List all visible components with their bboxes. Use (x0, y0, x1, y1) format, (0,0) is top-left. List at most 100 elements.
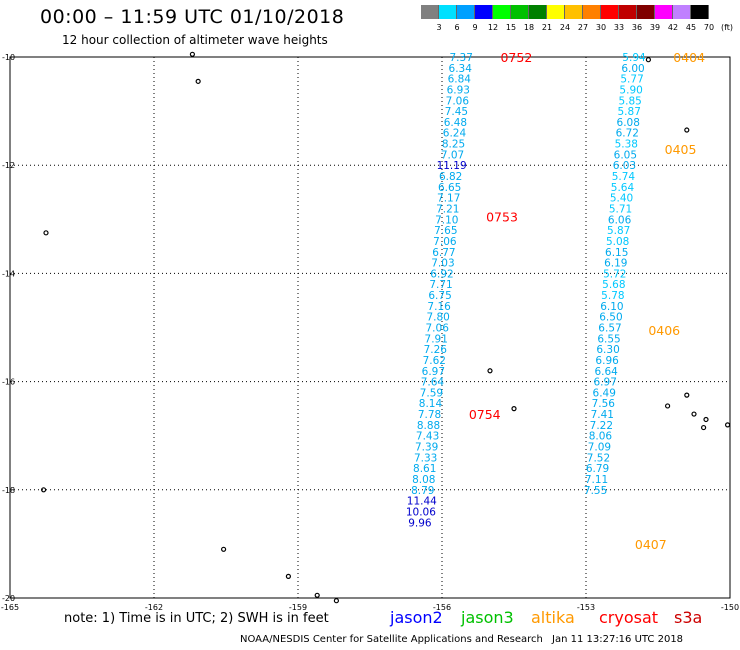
colorbar-swatch (529, 5, 547, 19)
swh-value-label: 11.44 (407, 496, 437, 508)
track-time-label: 0407 (635, 537, 667, 552)
swh-value-label: 7.26 (424, 344, 448, 356)
swh-value-label: 8.08 (412, 474, 435, 486)
swh-value-label: 7.16 (427, 301, 451, 313)
swh-value-label: 7.22 (590, 420, 613, 432)
island-marker (691, 411, 697, 417)
swh-value-label: 5.40 (610, 193, 633, 205)
swh-value-label: 9.96 (408, 517, 432, 529)
swh-value-label: 5.38 (615, 139, 638, 151)
swh-value-label: 7.07 (441, 149, 464, 161)
swh-value-label: 7.64 (421, 377, 445, 389)
swh-value-label: 6.15 (605, 247, 628, 259)
colorbar-label: 45 (685, 23, 697, 32)
swh-value-label: 6.75 (428, 290, 451, 302)
x-tick-label: -165 (1, 603, 19, 612)
swh-value-label: 10.06 (406, 506, 436, 518)
swh-value-label: 7.21 (436, 203, 459, 215)
y-tick-label: -16 (2, 378, 15, 387)
y-tick-label: -12 (2, 161, 15, 170)
swh-value-label: 7.06 (433, 236, 457, 248)
island-marker (195, 78, 201, 84)
colorbar-label: 21 (541, 23, 553, 32)
swh-value-label: 6.57 (598, 323, 621, 335)
swh-value-label: 5.85 (618, 95, 641, 107)
swh-value-label: 6.50 (599, 312, 622, 324)
island-marker (333, 598, 339, 604)
colorbar-label: 24 (559, 23, 571, 32)
swh-value-label: 6.82 (439, 171, 462, 183)
colorbar-label: 33 (613, 23, 625, 32)
swh-value-label: 6.48 (444, 117, 467, 129)
track-time-label: 0405 (665, 142, 697, 157)
swh-value-label: 7.91 (425, 333, 448, 345)
swh-value-label: 6.65 (438, 182, 461, 194)
swh-value-label: 5.90 (619, 84, 642, 96)
swh-value-label: 6.49 (593, 387, 616, 399)
swh-value-label: 7.71 (429, 279, 452, 291)
swh-value-label: 7.78 (418, 409, 441, 421)
swh-value-label: 7.52 (587, 452, 610, 464)
swh-value-label: 8.79 (411, 485, 434, 497)
swh-value-label: 7.39 (415, 442, 438, 454)
colorbar-swatch (421, 5, 439, 19)
legend-s3a: s3a (674, 608, 703, 627)
x-tick-label: -156 (433, 603, 451, 612)
swh-value-label: 6.92 (430, 268, 453, 280)
swh-value-label: 6.72 (616, 128, 639, 140)
island-marker (664, 403, 671, 409)
swh-value-label: 5.71 (609, 203, 632, 215)
swh-value-label: 5.64 (611, 182, 635, 194)
colorbar-swatch (619, 5, 637, 19)
colorbar-label: (ft) (720, 23, 734, 32)
swh-value-label: 7.09 (588, 442, 611, 454)
island-marker (703, 416, 709, 423)
colorbar-label: 42 (667, 23, 679, 32)
island-marker (684, 392, 690, 398)
x-tick-label: -159 (289, 603, 307, 612)
island-marker (221, 546, 227, 552)
colorbar-label: 70 (703, 23, 715, 32)
credit-line: NOAA/NESDIS Center for Satellite Applica… (240, 634, 543, 645)
colorbar-swatch (637, 5, 655, 19)
swh-value-label: 6.84 (448, 74, 472, 86)
swh-value-label: 6.97 (594, 377, 617, 389)
swh-value-label: 11.19 (437, 160, 467, 172)
colorbar-label: 36 (631, 23, 643, 32)
colorbar-swatch (511, 5, 529, 19)
swh-value-label: 7.17 (437, 193, 460, 205)
y-tick-label: -20 (2, 594, 15, 603)
swh-value-label: 7.33 (414, 452, 437, 464)
swh-value-label: 7.43 (416, 431, 439, 443)
swh-value-label: 5.94 (622, 52, 646, 64)
x-tick-label: -150 (721, 603, 739, 612)
island-marker (724, 422, 731, 428)
colorbar-label: 30 (595, 23, 607, 32)
plot-frame (9, 56, 731, 599)
swh-value-label: 7.59 (420, 387, 443, 399)
colorbar-swatch (601, 5, 619, 19)
x-tick-label: -162 (145, 603, 163, 612)
colorbar-swatch (583, 5, 601, 19)
swh-value-label: 7.62 (423, 355, 446, 367)
swh-value-label: 5.08 (606, 236, 629, 248)
chart-subtitle: 12 hour collection of altimeter wave hei… (62, 33, 328, 47)
colorbar-swatch (547, 5, 565, 19)
swh-value-label: 6.10 (600, 301, 623, 313)
x-tick-label: -153 (577, 603, 595, 612)
swh-value-label: 6.19 (604, 258, 627, 270)
swh-value-label: 5.68 (602, 279, 625, 291)
colorbar-swatch (691, 5, 709, 19)
swh-value-label: 6.00 (621, 63, 644, 75)
swh-value-label: 6.55 (597, 333, 620, 345)
colorbar-swatch (565, 5, 583, 19)
chart-note: note: 1) Time is in UTC; 2) SWH is in fe… (64, 611, 329, 626)
swh-value-label: 6.77 (432, 247, 455, 259)
swh-value-label: 6.34 (449, 63, 473, 75)
track-time-label: 0406 (648, 323, 680, 338)
island-marker (189, 51, 195, 57)
chart-title: 00:00 – 11:59 UTC 01/10/2018 (40, 6, 345, 28)
swh-value-label: 7.06 (426, 323, 450, 335)
